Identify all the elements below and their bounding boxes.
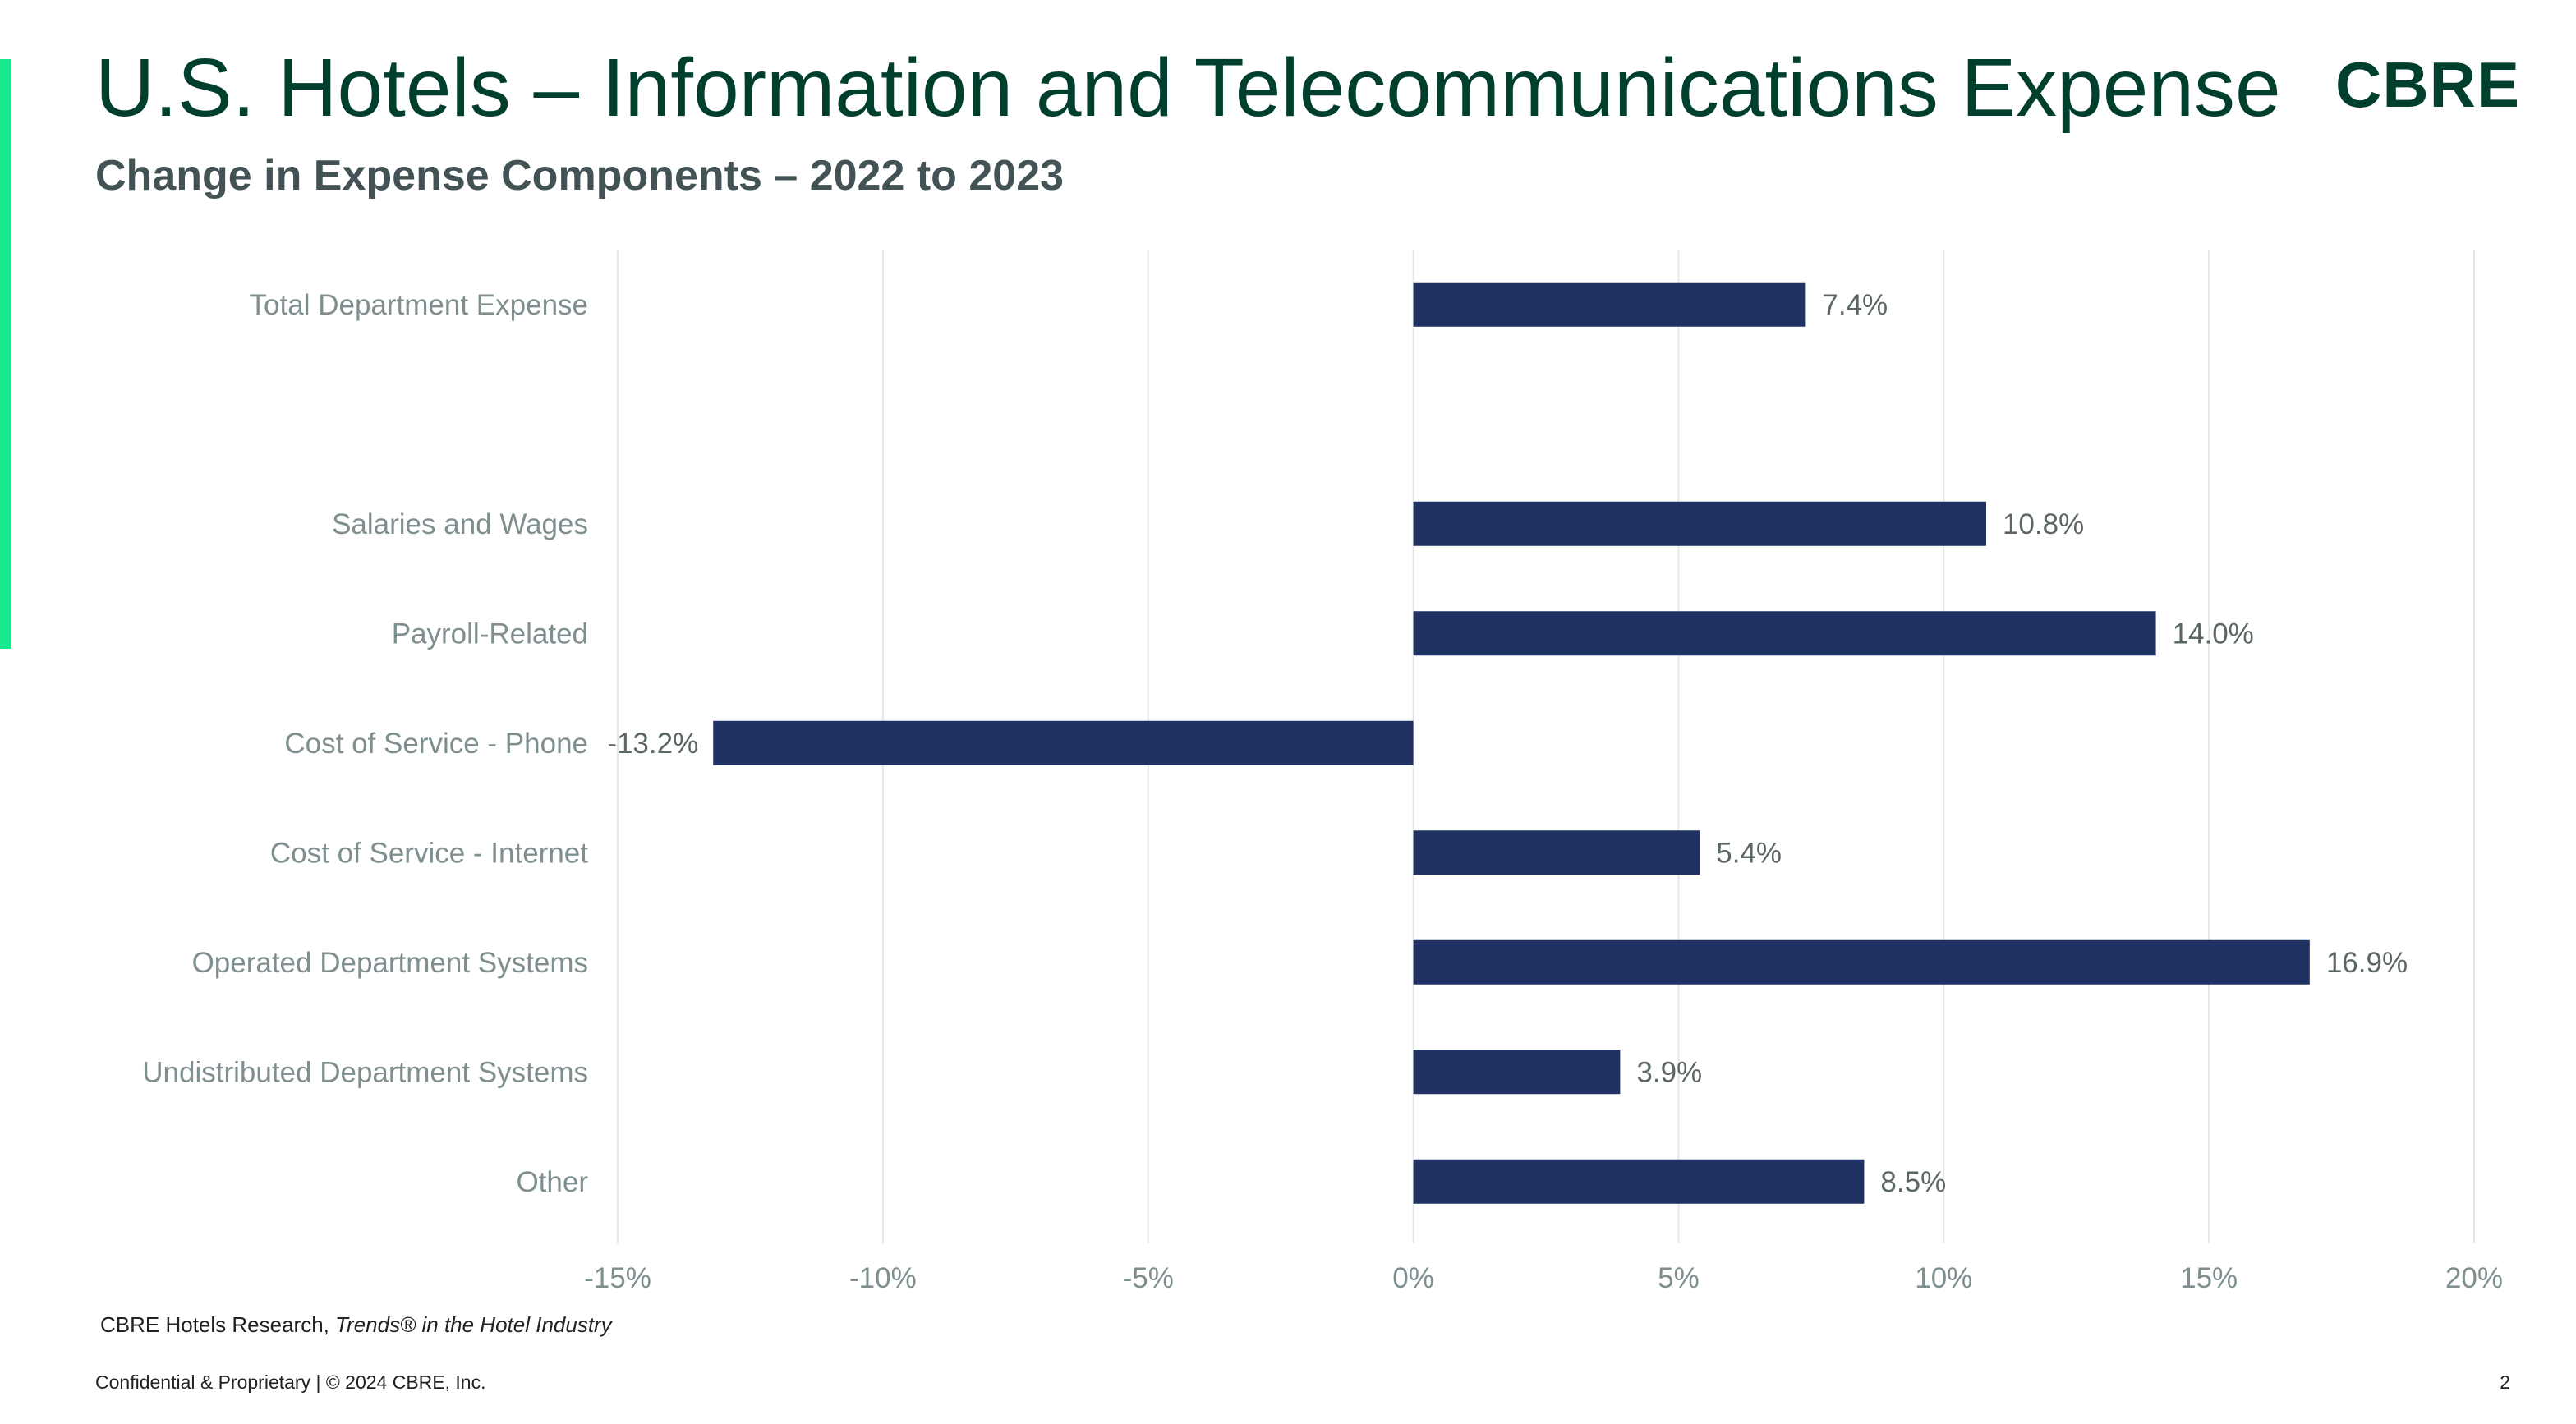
bar bbox=[1413, 830, 1700, 875]
data-label: 7.4% bbox=[1822, 289, 1888, 321]
category-label: Cost of Service - Internet bbox=[270, 837, 588, 869]
footer-confidential: Confidential & Proprietary | © 2024 CBRE… bbox=[95, 1371, 486, 1393]
bar bbox=[1413, 282, 1806, 327]
x-tick-label: 20% bbox=[2445, 1262, 2503, 1294]
category-label: Other bbox=[516, 1166, 588, 1198]
chart-subtitle: Change in Expense Components – 2022 to 2… bbox=[95, 152, 1065, 200]
source-prefix: CBRE Hotels Research, bbox=[100, 1312, 336, 1337]
category-label: Total Department Expense bbox=[250, 289, 588, 321]
bar bbox=[1413, 1050, 1621, 1095]
bars bbox=[713, 282, 2310, 1204]
labels: -15% -10% -5% 0% 5% 10% 15% 20% Total Department… bbox=[142, 289, 2503, 1294]
bar bbox=[1413, 501, 1986, 546]
data-label: 3.9% bbox=[1636, 1056, 1702, 1088]
data-label: 16.9% bbox=[2326, 947, 2408, 979]
page-number: 2 bbox=[2500, 1371, 2510, 1393]
x-tick-label: -10% bbox=[849, 1262, 917, 1294]
x-tick-label: 15% bbox=[2180, 1262, 2238, 1294]
data-label: 14.0% bbox=[2173, 618, 2254, 650]
bar bbox=[1413, 939, 2310, 985]
data-label: 10.8% bbox=[2003, 508, 2084, 540]
category-label: Salaries and Wages bbox=[332, 508, 588, 540]
category-label: Payroll-Related bbox=[392, 618, 588, 650]
category-label: Operated Department Systems bbox=[192, 947, 588, 979]
x-tick-label: 0% bbox=[1392, 1262, 1434, 1294]
x-tick-label: 5% bbox=[1658, 1262, 1700, 1294]
source-title: Trends® in the Hotel Industry bbox=[335, 1312, 612, 1337]
accent-bar bbox=[0, 59, 12, 649]
category-label: Undistributed Department Systems bbox=[142, 1056, 588, 1088]
x-tick-label: -5% bbox=[1123, 1262, 1174, 1294]
data-label: 5.4% bbox=[1716, 837, 1782, 869]
category-label: Cost of Service - Phone bbox=[284, 728, 588, 760]
cbre-logo: CBRE bbox=[2334, 48, 2520, 121]
bar bbox=[1413, 1159, 1865, 1204]
x-tick-label: -15% bbox=[584, 1262, 651, 1294]
data-label: -13.2% bbox=[607, 728, 698, 760]
page-title: U.S. Hotels – Information and Telecommun… bbox=[95, 42, 2281, 134]
data-label: 8.5% bbox=[1880, 1166, 1946, 1198]
bar bbox=[1413, 611, 2156, 656]
bar bbox=[713, 720, 1414, 765]
x-tick-label: 10% bbox=[1915, 1262, 1972, 1294]
source-note: CBRE Hotels Research, Trends® in the Hot… bbox=[100, 1312, 612, 1338]
